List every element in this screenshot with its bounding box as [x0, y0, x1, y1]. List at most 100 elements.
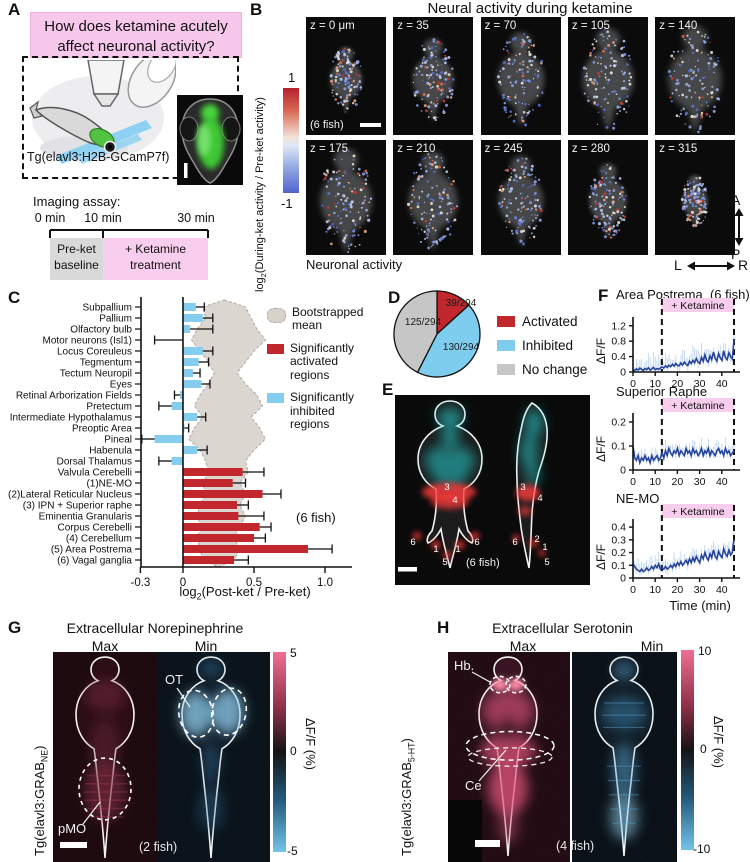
pie-slice-label: 130/294	[443, 342, 480, 353]
region-number-marker: 3	[444, 482, 449, 493]
timeline-axis	[49, 229, 209, 238]
region-label: (4) Cerebellum	[66, 534, 132, 545]
g-max-header: Max	[91, 638, 119, 654]
g-colorbar-mid: 0	[290, 744, 297, 758]
panel-f-label: F	[598, 286, 609, 305]
region-label: Pretectum	[86, 402, 132, 413]
region-label: (6) Vagal ganglia	[57, 556, 132, 567]
region-bar	[183, 358, 199, 366]
svg-text:0: 0	[620, 573, 626, 585]
gcamp-bright	[197, 124, 211, 156]
e-n-label: (6 fish)	[466, 557, 500, 569]
region-bar	[183, 545, 308, 553]
svg-text:-0.3: -0.3	[130, 577, 150, 589]
svg-text:10: 10	[649, 378, 661, 390]
camera-tube-top-icon	[147, 60, 176, 83]
region-label: Eminentia Granularis	[39, 512, 132, 523]
c-legend-activated: Significantly activated regions	[267, 341, 377, 382]
region-bar	[183, 534, 254, 542]
pie-slice	[393, 290, 438, 374]
region-bar	[183, 303, 196, 311]
h-colorbar-label: ΔF/F (%)	[711, 716, 726, 769]
region-label: Valvula Cerebelli	[58, 468, 132, 479]
region-bar	[183, 523, 260, 531]
nochange-swatch-icon	[497, 364, 515, 375]
inset-scale-bar	[184, 163, 188, 178]
z-depth-label: z = 0 μm	[310, 20, 355, 32]
region-bar	[183, 413, 198, 421]
region-label: (1)NE-MO	[86, 479, 132, 490]
ketamine-window-label: + Ketamine	[671, 300, 725, 312]
svg-text:0.4: 0.4	[611, 351, 626, 363]
region-bar	[183, 556, 235, 564]
gcamp-forebrain	[201, 104, 219, 122]
pie-slice-label: 39/294	[446, 298, 477, 309]
question-box: How does ketamine acutely affect neurona…	[30, 12, 242, 58]
objective-tip-icon	[92, 93, 120, 107]
panel-b-title: Neural activity during ketamine	[427, 0, 633, 17]
g-n-label: (2 fish)	[139, 840, 177, 854]
g-colorbar-max: 5	[290, 646, 297, 660]
panel-e-label: E	[382, 380, 394, 399]
ketamine-window-bar	[661, 504, 734, 518]
posterior-label: P	[731, 246, 741, 262]
response-pie-chart: 39/294 130/294 125/294	[393, 290, 481, 378]
g-min-header: Min	[194, 638, 218, 654]
ketamine-window-label: + Ketamine	[671, 400, 725, 412]
svg-text:10: 10	[649, 584, 661, 596]
region-label: Locus Coreuleus	[57, 347, 132, 358]
f-plot3-ylabel: ΔF/F	[594, 543, 608, 570]
region-label: Corpus Cerebelli	[58, 523, 132, 534]
z-depth-label: z = 175	[310, 143, 349, 155]
region-number-marker: 6	[512, 537, 517, 548]
left-right-arrow-icon	[687, 261, 735, 271]
anterior-label: A	[731, 192, 741, 208]
brain-slice-tile: z = 105	[567, 17, 648, 135]
f-plot2-title: Superior Raphe	[616, 384, 708, 399]
d-legend: Activated Inhibited No change	[497, 314, 587, 386]
c-legend-inhibited: Significantly inhibited regions	[267, 390, 377, 431]
svg-text:20: 20	[672, 476, 684, 488]
serotonin-map-image: Hb. Ce (4 fish)	[448, 650, 677, 862]
panel-b-label: B	[250, 0, 263, 19]
region-bar	[180, 391, 183, 399]
ce-pointer-line	[478, 749, 507, 782]
panel-h-title: Extracellular Serotonin	[492, 620, 633, 636]
pie-slice	[416, 304, 481, 378]
region-number-marker: 4	[537, 493, 542, 504]
region-label: Dorsal Thalamus	[57, 457, 132, 468]
pmo-pointer-line	[82, 801, 101, 825]
ketamine-window-label: + Ketamine	[671, 506, 725, 518]
z-depth-label: z = 280	[571, 143, 610, 155]
region-label: Intermediate Hypothalamus	[10, 413, 132, 424]
svg-text:40: 40	[716, 378, 728, 390]
svg-text:10: 10	[649, 476, 661, 488]
svg-text:0.1: 0.1	[611, 441, 626, 453]
svg-text:0: 0	[630, 476, 636, 488]
ot-pointer-line	[176, 687, 191, 708]
region-number-marker: 2	[534, 534, 539, 545]
region-bar	[154, 435, 183, 443]
h-n-label: (4 fish)	[556, 839, 594, 853]
g-scale-bar	[60, 842, 87, 848]
svg-text:0.8: 0.8	[611, 336, 626, 348]
df-f-trace	[632, 539, 735, 573]
sagittal-activated-regions	[512, 485, 546, 557]
h-colorbar	[681, 650, 694, 850]
region-label: Pallium	[99, 314, 132, 325]
h-scale-bar	[475, 840, 500, 847]
anterior-posterior-arrow-icon	[734, 208, 744, 246]
region-bar	[183, 347, 203, 355]
region-bar	[183, 446, 198, 454]
region-number-marker: 5	[544, 557, 549, 568]
svg-text:0.2: 0.2	[611, 547, 626, 559]
svg-text:30: 30	[694, 378, 706, 390]
z-depth-label: z = 105	[571, 20, 610, 32]
norepinephrine-map-image: OT pMO (2 fish)	[53, 652, 270, 862]
panel-g-title: Extracellular Norepinephrine	[66, 620, 244, 636]
activated-swatch-icon	[267, 343, 284, 354]
ketamine-phase-box: + Ketamine treatment	[103, 238, 208, 280]
z-depth-label: z = 210	[397, 143, 436, 155]
